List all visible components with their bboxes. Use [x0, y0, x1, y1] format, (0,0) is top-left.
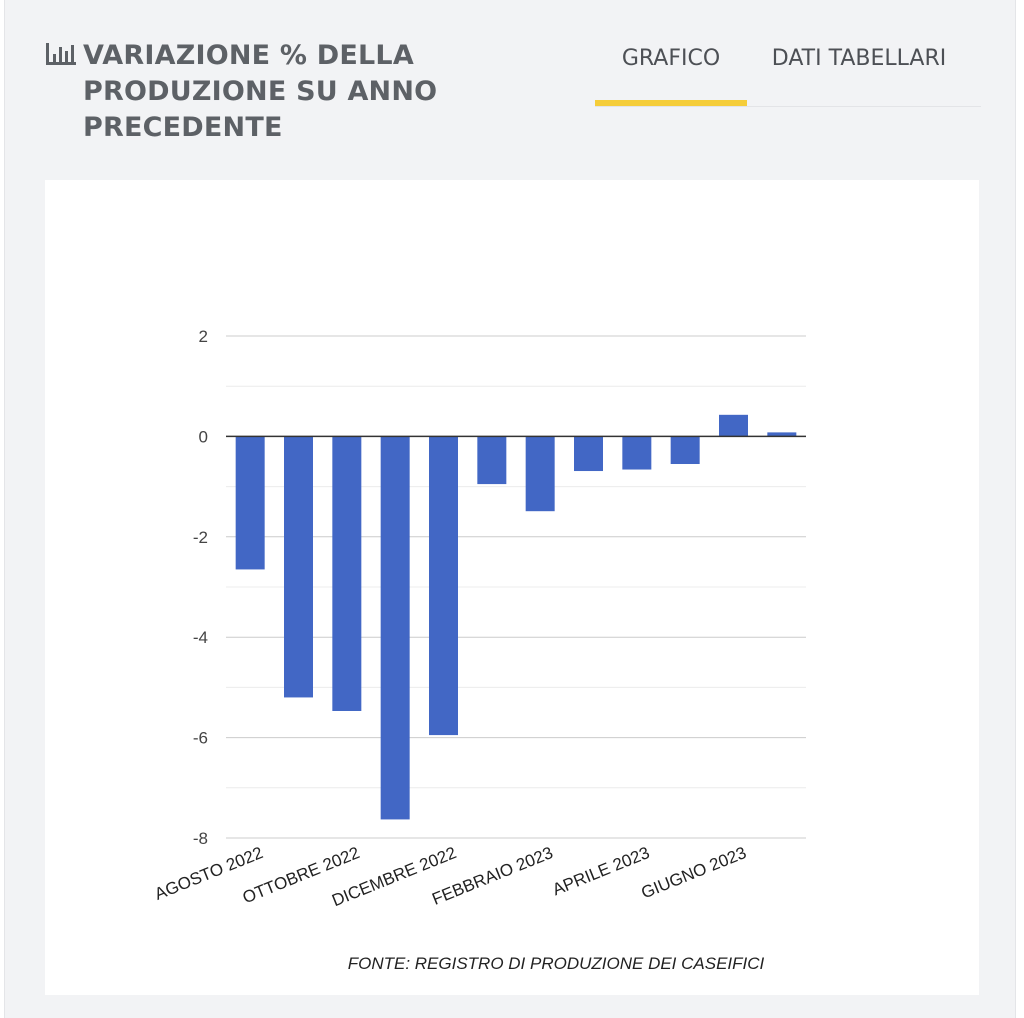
- bar: [477, 436, 507, 485]
- y-tick-label: -4: [193, 628, 208, 647]
- x-tick-label: APRILE 2023: [550, 843, 653, 899]
- tab-dati-tabellari-label: DATI TABELLARI: [771, 46, 947, 71]
- chart-source: FONTE: REGISTRO DI PRODUZIONE DEI CASEIF…: [45, 954, 979, 974]
- y-tick-label: -6: [193, 729, 208, 748]
- tab-dati-tabellari[interactable]: DATI TABELLARI: [749, 40, 969, 106]
- bar: [284, 436, 313, 698]
- bar: [429, 436, 458, 736]
- y-tick-label: 2: [199, 327, 208, 346]
- tabs-divider: [595, 106, 981, 107]
- bar: [332, 436, 362, 711]
- bar-chart-icon: [46, 43, 76, 65]
- title-block: VARIAZIONE % DELLA PRODUZIONE SU ANNO PR…: [45, 38, 445, 146]
- chart-source-text: FONTE: REGISTRO DI PRODUZIONE DEI CASEIF…: [347, 954, 765, 973]
- bar: [380, 436, 410, 820]
- y-tick-label: -2: [193, 528, 208, 547]
- page-title: VARIAZIONE % DELLA PRODUZIONE SU ANNO PR…: [83, 40, 438, 143]
- chart-panel: VARIAZIONE % DELLA PRODUZIONE SU ANNO PR…: [4, 0, 1016, 1018]
- bar: [670, 436, 700, 465]
- header: VARIAZIONE % DELLA PRODUZIONE SU ANNO PR…: [5, 0, 1015, 170]
- x-tick-label: GIUGNO 2023: [638, 843, 748, 902]
- bar: [574, 436, 603, 472]
- bar: [767, 432, 797, 437]
- y-tick-label: 0: [199, 427, 208, 446]
- y-tick-label: -8: [193, 829, 208, 848]
- bar: [719, 414, 748, 437]
- tab-grafico[interactable]: GRAFICO: [595, 40, 747, 106]
- bar: [235, 436, 265, 570]
- bar: [525, 436, 555, 512]
- tab-grafico-label: GRAFICO: [621, 46, 721, 71]
- chart-card: 2 0 -2 -4 -6 -8 AGOSTO 2022 OTTOBRE 2022 DICEMBR…: [45, 180, 979, 995]
- view-tabs: GRAFICO DATI TABELLARI: [595, 40, 969, 106]
- bar: [622, 436, 652, 470]
